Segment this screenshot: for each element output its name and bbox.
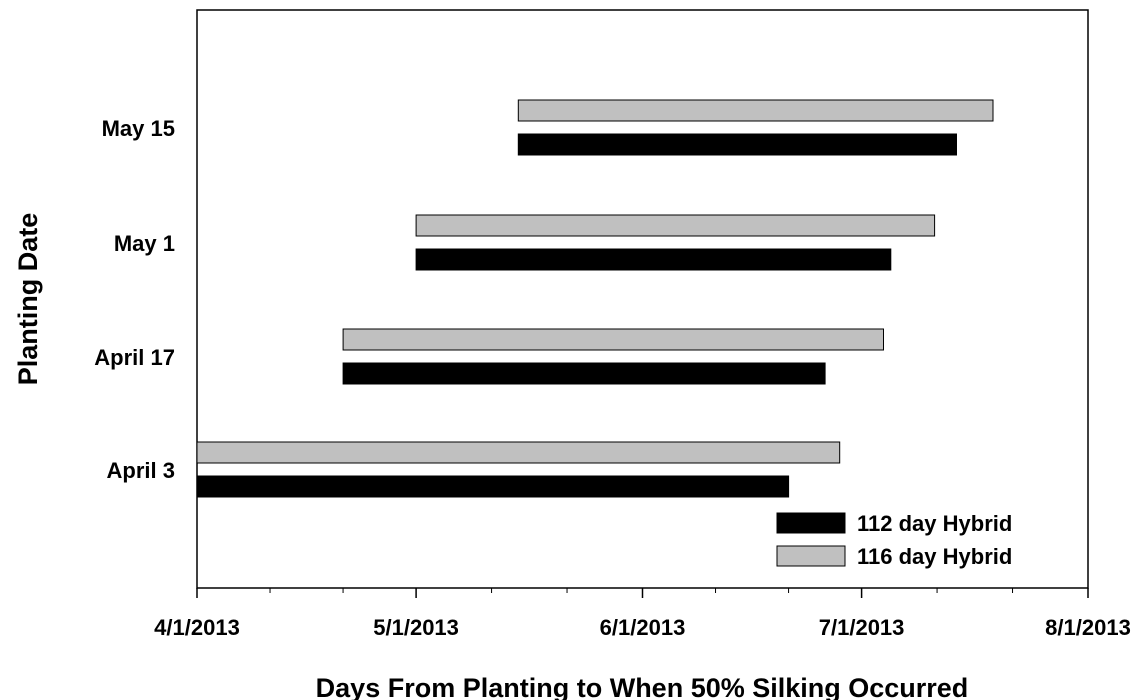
bar-112-day-hybrid-april-3 (196, 475, 790, 498)
x-axis-ticks: 4/1/2013 5/1/2013 6/1/2013 7/1/2013 8/1/2013 (154, 588, 1131, 640)
bars-group (196, 99, 994, 498)
bar-116-day-hybrid-may-15 (517, 99, 994, 122)
bar-112-day-hybrid-may-1 (415, 248, 892, 271)
bar-112-day-hybrid-april-17 (342, 362, 826, 385)
y-tick-label-may-15: May 15 (102, 116, 175, 141)
x-tick-label: 6/1/2013 (600, 615, 686, 640)
legend: 112 day Hybrid 116 day Hybrid (776, 511, 1012, 569)
x-tick-label: 5/1/2013 (373, 615, 459, 640)
legend-label-116: 116 day Hybrid (857, 544, 1012, 569)
legend-swatch-116 (776, 545, 846, 567)
x-tick-label: 8/1/2013 (1045, 615, 1131, 640)
bar-112-day-hybrid-may-15 (517, 133, 957, 156)
plot-frame (196, 9, 1089, 589)
bar-116-day-hybrid-may-1 (415, 214, 936, 237)
y-axis-title: Planting Date (13, 213, 43, 386)
y-tick-label-may-1: May 1 (114, 231, 175, 256)
bar-116-day-hybrid-april-3 (196, 441, 841, 464)
y-axis-labels: May 15 May 1 April 17 April 3 (94, 116, 175, 483)
x-tick-label: 7/1/2013 (819, 615, 905, 640)
y-tick-label-april-3: April 3 (107, 458, 175, 483)
x-tick-label: 4/1/2013 (154, 615, 240, 640)
y-tick-label-april-17: April 17 (94, 345, 175, 370)
legend-swatch-112 (776, 512, 846, 534)
x-axis-title: Days From Planting to When 50% Silking O… (316, 673, 969, 700)
bar-116-day-hybrid-april-17 (342, 328, 885, 351)
legend-label-112: 112 day Hybrid (857, 511, 1012, 536)
